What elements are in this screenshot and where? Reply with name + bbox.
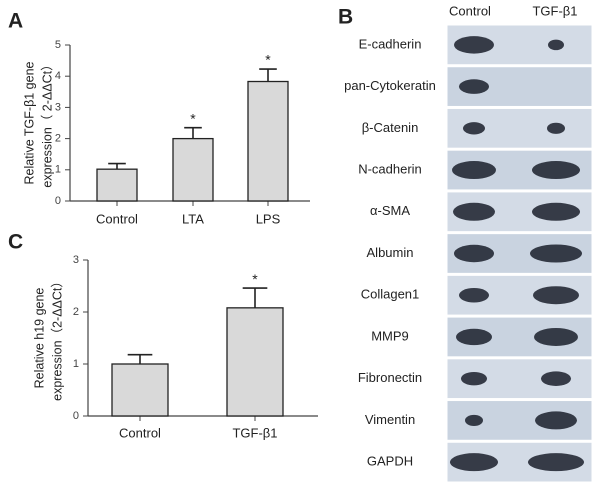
y-tick-label: 4 [55, 70, 61, 82]
row-label: Collagen1 [361, 287, 420, 302]
y-axis-label: Relative TGF-β1 gene [22, 61, 36, 184]
x-tick-label: LPS [256, 211, 281, 226]
error-bar [242, 287, 268, 308]
bar [111, 363, 169, 417]
y-tick-label: 3 [73, 254, 79, 266]
x-tick-label: LTA [182, 211, 204, 226]
blot-panel: B Control TGF-β1 E-cadherin pan-Cytokeratin β… [338, 3, 593, 483]
blot-band [452, 161, 496, 180]
x-tick-label: Control [96, 211, 138, 226]
row-label: Fibronectin [358, 370, 422, 385]
blot-band [465, 414, 483, 426]
bar [226, 307, 284, 417]
y-axis-label: Relative h19 gene [32, 288, 46, 389]
blot-band [541, 371, 571, 386]
row-label: GAPDH [367, 454, 413, 469]
y-axis-label: expression（2-ΔΔCt） [50, 275, 64, 401]
y-tick-label: 3 [55, 101, 61, 113]
error-bar [259, 68, 277, 82]
bar [96, 168, 138, 202]
blot-band [530, 244, 582, 263]
blot-band [453, 202, 495, 221]
blot-band [454, 244, 494, 263]
x-tick-label: Control [119, 425, 161, 440]
blot-band [534, 327, 578, 346]
row-label: α-SMA [370, 203, 410, 218]
y-tick-label: 2 [55, 133, 61, 145]
error-bar [108, 162, 126, 170]
blot-band [459, 287, 489, 303]
significance-mark: * [190, 110, 196, 126]
panel-label: C [8, 231, 23, 254]
y-tick-label: 0 [73, 410, 79, 422]
y-axis-label: expression（ 2-ΔΔCt） [40, 58, 54, 187]
blot-band [535, 411, 577, 430]
significance-mark: * [265, 52, 271, 68]
y-tick-label: 1 [55, 164, 61, 176]
column-label: Control [449, 3, 491, 18]
y-tick-label: 2 [73, 306, 79, 318]
panel-label: B [338, 6, 353, 29]
panel-label: A [8, 10, 23, 33]
y-tick-label: 1 [73, 358, 79, 370]
error-bar [184, 126, 202, 139]
blot-band [461, 371, 487, 386]
bar [172, 137, 214, 202]
blot-band [532, 161, 580, 180]
y-tick-label: 5 [55, 39, 61, 51]
blot-band [454, 36, 494, 54]
row-label: E-cadherin [359, 36, 422, 51]
row-label: Albumin [367, 245, 414, 260]
y-tick-label: 0 [55, 195, 61, 207]
row-label: N-cadherin [358, 161, 422, 176]
x-tick-label: TGF-β1 [232, 425, 277, 440]
error-bar [127, 353, 153, 364]
row-label: Vimentin [365, 412, 415, 427]
blot-band [450, 453, 498, 472]
bar [247, 80, 289, 202]
significance-mark: * [252, 271, 258, 287]
blot-band [528, 453, 584, 472]
row-label: β-Catenin [362, 120, 419, 135]
row-label: MMP9 [371, 328, 409, 343]
blot-band [547, 122, 565, 134]
blot-band [532, 202, 580, 221]
column-label: TGF-β1 [532, 3, 577, 18]
blot-band [456, 328, 492, 346]
blot-band [533, 286, 579, 305]
blot-band [459, 79, 489, 94]
blot-band [463, 122, 485, 135]
blot-band [548, 39, 564, 51]
row-label: pan-Cytokeratin [344, 78, 436, 93]
